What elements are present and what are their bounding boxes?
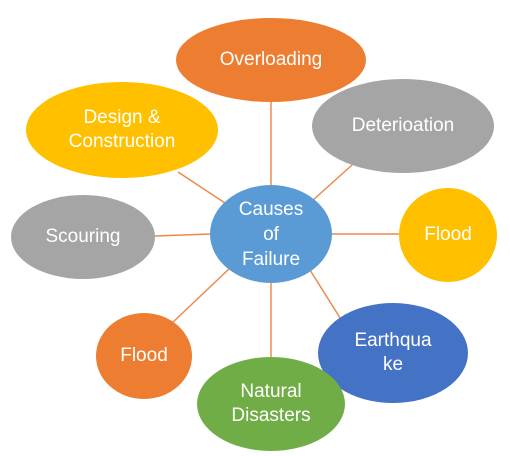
node-flood-right: Flood [399,188,497,282]
center-node-causes-of-failure: Causes of Failure [210,185,332,283]
node-earthquake: Earthqua ke [318,303,468,403]
connector-flood-left [171,267,231,324]
connector-earthquake [309,269,343,322]
node-flood-left: Flood [96,313,192,399]
connector-design [177,171,229,206]
connector-deterioration [311,164,353,202]
node-deterioration: Deterioation [312,79,494,173]
connector-scouring [154,233,211,237]
node-overloading: Overloading [176,18,366,102]
node-scouring: Scouring [11,195,155,279]
node-natural-disasters: Natural Disasters [197,357,345,451]
node-design-construction: Design & Construction [26,82,218,178]
